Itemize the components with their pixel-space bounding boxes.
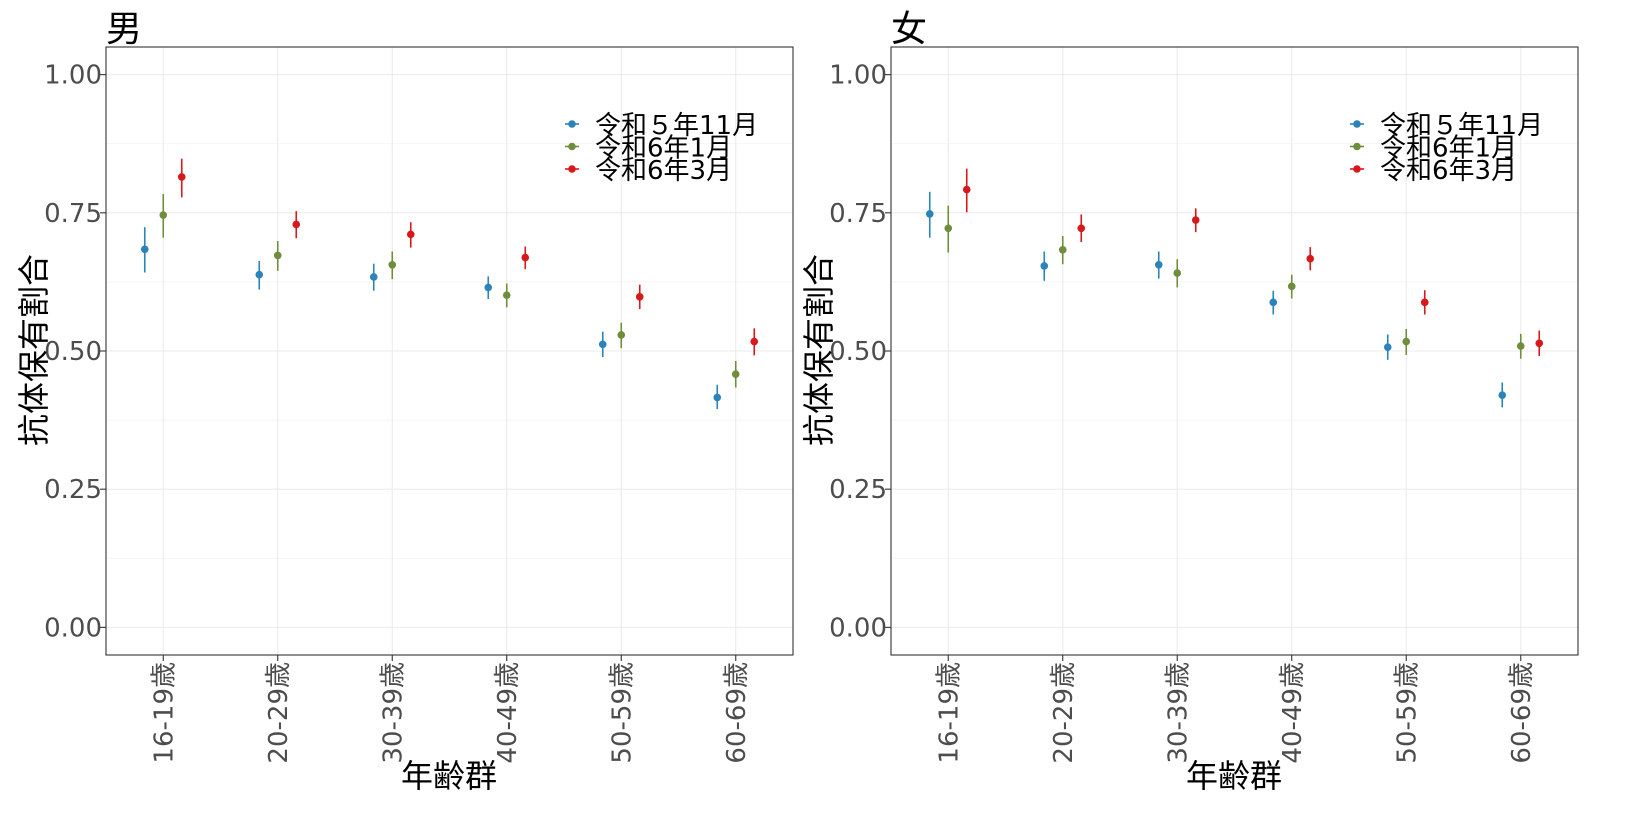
- panel-title: 女: [891, 9, 927, 50]
- legend-label: 令和6年1月: [1380, 134, 1517, 164]
- data-point: [1383, 343, 1392, 351]
- x-tick-label: 40-49歳: [1278, 662, 1308, 764]
- data-point: [598, 340, 607, 349]
- data-point: [1269, 298, 1278, 307]
- series-0: [925, 191, 1507, 408]
- x-tick-label: 16-19歳: [934, 662, 964, 764]
- data-point: [944, 224, 953, 233]
- data-point: [1306, 254, 1315, 263]
- series-2: [177, 158, 759, 356]
- data-point: [159, 211, 168, 219]
- data-point: [255, 270, 264, 279]
- x-tick-label: 60-69歳: [1507, 662, 1537, 764]
- y-tick-label: 0.75: [44, 199, 102, 229]
- legend-label: 令和6年3月: [1380, 156, 1517, 186]
- data-point: [406, 230, 415, 239]
- y-tick-label: 0.25: [44, 475, 102, 505]
- x-axis-title: 年齢群: [401, 757, 497, 795]
- data-point: [962, 185, 971, 194]
- x-tick-label: 50-59歳: [607, 662, 637, 764]
- data-point: [1420, 298, 1429, 307]
- legend-key-point: [568, 165, 576, 173]
- data-point: [750, 337, 759, 346]
- series-1: [159, 194, 740, 388]
- data-point: [731, 370, 740, 379]
- data-point: [1402, 337, 1411, 346]
- x-tick-label: 40-49歳: [493, 662, 523, 764]
- panel-1: 0.00 0.25 0.50 0.75 1.00 16-19歳 20-29歳 30-39歳 40…: [800, 9, 1579, 795]
- legend-key-point: [1353, 142, 1361, 151]
- data-point: [1077, 224, 1086, 233]
- y-tick-label: 0.75: [829, 199, 887, 229]
- legend-label: 令和５年11月: [1380, 111, 1543, 141]
- data-point: [1191, 216, 1200, 224]
- data-point: [1287, 282, 1296, 291]
- data-point: [1498, 391, 1507, 400]
- y-tick-label: 0.00: [829, 613, 887, 643]
- x-tick-label: 20-29歳: [1049, 662, 1079, 764]
- y-tick-label: 0.25: [829, 475, 887, 505]
- legend-key-point: [568, 120, 576, 128]
- data-point: [369, 273, 378, 281]
- series-1: [944, 205, 1525, 359]
- data-point: [635, 293, 644, 301]
- x-tick-label: 16-19歳: [149, 662, 179, 764]
- data-point: [177, 173, 186, 181]
- data-point: [292, 220, 301, 229]
- x-tick-label: 60-69歳: [722, 662, 752, 764]
- data-point: [1040, 262, 1049, 270]
- data-point: [1516, 342, 1525, 350]
- data-point: [1173, 269, 1182, 277]
- data-point: [521, 253, 530, 262]
- legend-label: 令和6年3月: [595, 156, 732, 186]
- data-point: [140, 245, 149, 254]
- data-point: [1535, 339, 1544, 348]
- legend-key-point: [1353, 120, 1361, 128]
- data-point: [484, 283, 493, 292]
- panel-title: 男: [106, 9, 142, 50]
- panel-0: 0.00 0.25 0.50 0.75 1.00 16-19歳 20-29歳 30-39歳 40…: [15, 9, 794, 795]
- x-tick-label: 20-29歳: [264, 662, 294, 764]
- data-point: [925, 210, 934, 218]
- x-tick-label: 50-59歳: [1392, 662, 1422, 764]
- y-tick-label: 0.50: [44, 337, 102, 367]
- data-point: [502, 291, 511, 299]
- y-axis-title: 抗体保有割合: [800, 254, 838, 446]
- data-point: [1154, 260, 1163, 269]
- y-tick-label: 0.00: [44, 613, 102, 643]
- data-point: [273, 251, 282, 260]
- series-2: [962, 168, 1544, 356]
- data-point: [617, 331, 626, 339]
- y-axis-title: 抗体保有割合: [15, 254, 53, 446]
- series-0: [140, 227, 722, 410]
- x-tick-label: 30-39歳: [378, 662, 408, 764]
- x-tick-label: 30-39歳: [1163, 662, 1193, 764]
- data-point: [713, 393, 722, 402]
- x-axis-title: 年齢群: [1186, 757, 1282, 795]
- legend-label: 令和6年1月: [595, 134, 732, 164]
- y-tick-label: 1.00: [44, 61, 102, 91]
- legend-label: 令和５年11月: [595, 111, 758, 141]
- data-point: [388, 260, 397, 269]
- data-point: [1058, 246, 1067, 254]
- y-tick-label: 1.00: [829, 61, 887, 91]
- y-tick-label: 0.50: [829, 337, 887, 367]
- legend-key-point: [1353, 165, 1361, 173]
- legend-key-point: [568, 142, 576, 151]
